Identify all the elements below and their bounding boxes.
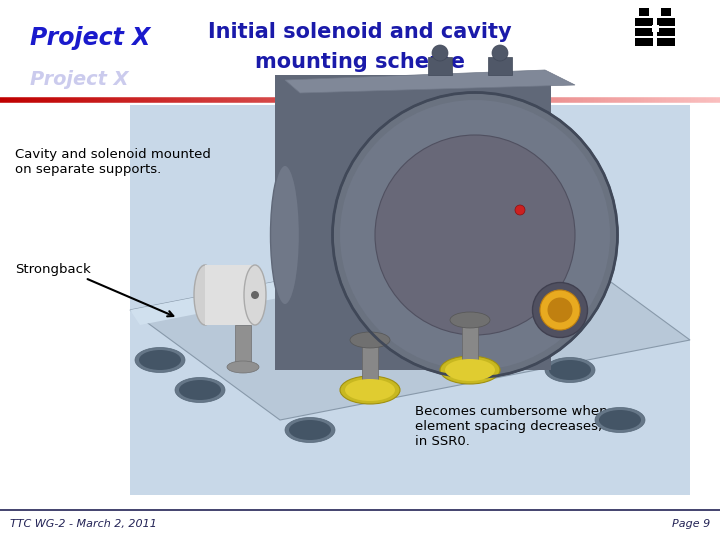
FancyBboxPatch shape	[652, 24, 659, 31]
Ellipse shape	[194, 265, 216, 325]
Text: Project X: Project X	[30, 26, 150, 50]
Ellipse shape	[333, 92, 618, 377]
Ellipse shape	[251, 291, 259, 299]
Ellipse shape	[547, 298, 572, 322]
Bar	[235, 325, 251, 365]
Ellipse shape	[350, 332, 390, 348]
Bar	[275, 75, 551, 369]
Ellipse shape	[271, 165, 300, 305]
Ellipse shape	[595, 408, 645, 433]
Circle shape	[515, 205, 525, 215]
Ellipse shape	[179, 380, 221, 400]
Text: Initial solenoid and cavity: Initial solenoid and cavity	[208, 22, 512, 42]
Ellipse shape	[175, 377, 225, 402]
Polygon shape	[130, 230, 690, 420]
Polygon shape	[285, 70, 575, 93]
Circle shape	[492, 45, 508, 61]
Bar	[428, 57, 452, 75]
Text: Page 9: Page 9	[672, 519, 710, 529]
Bar	[635, 18, 653, 26]
Ellipse shape	[533, 282, 588, 338]
Bar	[657, 38, 675, 46]
Circle shape	[432, 45, 448, 61]
Bar	[657, 28, 675, 36]
Ellipse shape	[437, 146, 473, 294]
Text: Strongback: Strongback	[15, 264, 91, 276]
Ellipse shape	[340, 376, 400, 404]
Bar	[488, 57, 512, 75]
Ellipse shape	[599, 410, 641, 430]
Ellipse shape	[540, 290, 580, 330]
Ellipse shape	[227, 361, 259, 373]
Bar	[205, 265, 255, 325]
Ellipse shape	[345, 379, 395, 401]
Text: Becomes cumbersome when
element spacing decreases, as
in SSR0.: Becomes cumbersome when element spacing …	[415, 405, 621, 448]
Bar	[635, 28, 653, 36]
Ellipse shape	[455, 327, 505, 353]
Ellipse shape	[135, 348, 185, 373]
Ellipse shape	[285, 417, 335, 442]
Bar	[661, 8, 671, 16]
Polygon shape	[130, 230, 550, 325]
Ellipse shape	[445, 359, 495, 381]
Ellipse shape	[545, 357, 595, 382]
Ellipse shape	[375, 135, 575, 335]
Bar	[657, 18, 675, 26]
Ellipse shape	[450, 312, 490, 328]
Bar	[462, 320, 478, 370]
Ellipse shape	[549, 360, 591, 380]
Bar	[0, 0, 720, 100]
Ellipse shape	[440, 356, 500, 384]
Bar	[635, 38, 653, 46]
Bar	[639, 8, 649, 16]
Bar	[130, 105, 690, 495]
Ellipse shape	[289, 420, 331, 440]
Text: TTC WG-2 - March 2, 2011: TTC WG-2 - March 2, 2011	[10, 519, 157, 529]
Text: Project X: Project X	[30, 70, 129, 89]
Bar	[362, 340, 378, 390]
Text: mounting scheme: mounting scheme	[255, 52, 465, 72]
Ellipse shape	[459, 330, 501, 350]
Text: Cavity and solenoid mounted
on separate supports.: Cavity and solenoid mounted on separate …	[15, 148, 211, 176]
Ellipse shape	[244, 265, 266, 325]
Ellipse shape	[340, 100, 610, 370]
Ellipse shape	[139, 350, 181, 370]
